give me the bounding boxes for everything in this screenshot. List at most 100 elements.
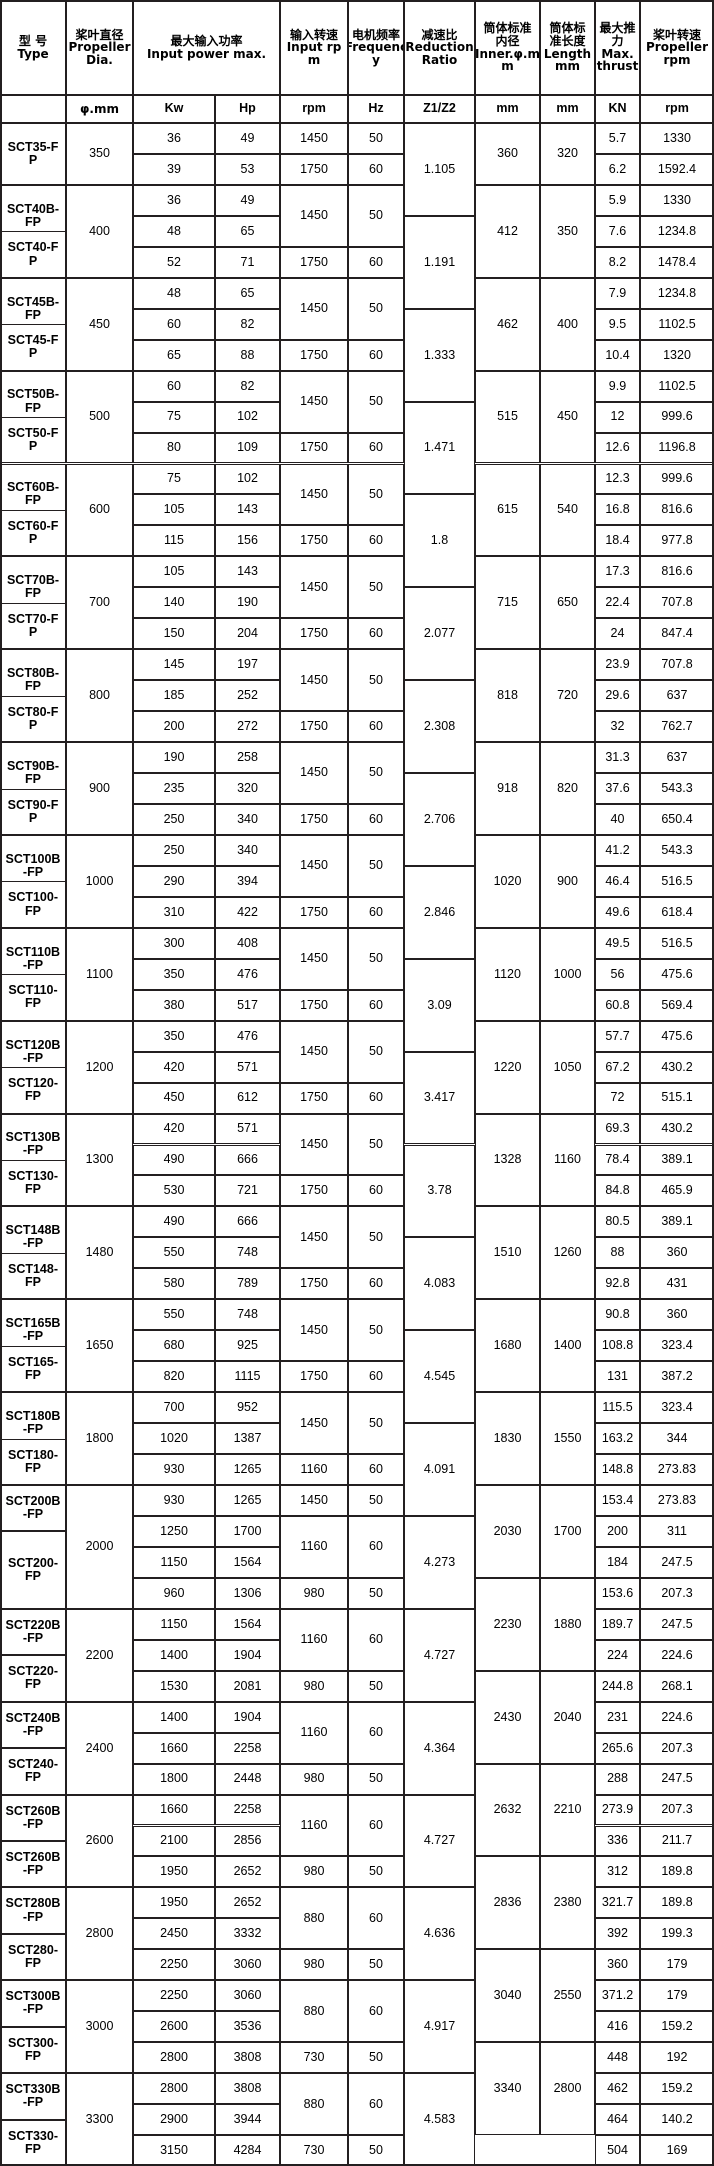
text-line: SCT100B — [5, 851, 61, 866]
model-type-cell: SCT300B -FP — [0, 1980, 66, 2027]
text-line: P — [28, 253, 38, 268]
inner-dia-cell: 1510 — [475, 1206, 540, 1300]
frequency-cell: 50 — [348, 370, 404, 433]
length-cell: 2040 — [540, 1670, 595, 1764]
frequency-cell: 50 — [348, 277, 404, 340]
reduction-ratio-cell: 4.727 — [404, 1794, 475, 1888]
input-rpm-cell: 1450 — [280, 649, 348, 712]
reduction-ratio-cell: 3.78 — [404, 1144, 475, 1238]
frequency-cell: 50 — [348, 1763, 404, 1795]
max-thrust-cell: 18.4 — [595, 525, 640, 557]
input-power-kw-cell: 1950 — [133, 1887, 215, 1919]
input-power-kw-cell: 530 — [133, 1175, 215, 1207]
propeller-dia-cell: 900 — [66, 742, 133, 835]
length-cell: 650 — [540, 556, 595, 650]
propeller-rpm-cell: 977.8 — [640, 525, 714, 557]
input-rpm-cell: 730 — [280, 2135, 348, 2166]
text-line: -FP — [22, 957, 44, 972]
input-rpm-cell: 1450 — [280, 463, 348, 526]
max-thrust-cell: 32 — [595, 711, 640, 743]
input-power-hp-cell: 109 — [215, 432, 280, 464]
max-thrust-cell: 23.9 — [595, 649, 640, 681]
text-line: SCT50B- — [6, 387, 60, 402]
input-power-hp-cell: 65 — [215, 215, 280, 247]
input-power-kw-cell: 2250 — [133, 1980, 215, 2012]
propeller-dia-cell: 1200 — [66, 1020, 133, 1114]
reduction-ratio-cell: 1.105 — [404, 123, 475, 216]
text-line: SCT330- — [7, 2128, 59, 2143]
model-type-cell: SCT148- FP — [0, 1252, 66, 1300]
propeller-rpm-cell: 430.2 — [640, 1113, 714, 1145]
text-line: SCT70-F — [7, 611, 59, 626]
input-power-hp-cell: 156 — [215, 525, 280, 557]
frequency-cell: 50 — [348, 556, 404, 619]
input-rpm-cell: 1160 — [280, 1608, 348, 1671]
input-power-kw-cell: 300 — [133, 927, 215, 959]
propeller-rpm-cell: 816.6 — [640, 556, 714, 588]
propeller-dia-cell: 450 — [66, 277, 133, 371]
input-power-hp-cell: 1564 — [215, 1546, 280, 1578]
text-line: SCT148B — [5, 1223, 61, 1238]
input-rpm-cell: 1450 — [280, 1113, 348, 1176]
text-line: FP — [25, 307, 41, 322]
text-line: SCT130- — [7, 1169, 59, 1184]
input-power-kw-cell: 1150 — [133, 1608, 215, 1640]
text-line: 减速比 — [421, 27, 458, 42]
inner-dia-cell: 2030 — [475, 1485, 540, 1578]
max-thrust-cell: 31.3 — [595, 742, 640, 774]
input-power-hp-cell: 82 — [215, 370, 280, 402]
header-frequency: 电机频率Frequency — [348, 0, 404, 95]
reduction-ratio-cell: 4.636 — [404, 1887, 475, 1981]
length-cell: 2550 — [540, 1949, 595, 2043]
text-line: P — [28, 439, 38, 454]
propeller-rpm-cell: 360 — [640, 1299, 714, 1331]
model-type-cell: SCT80-F P — [0, 695, 66, 743]
text-line: mm — [554, 59, 580, 74]
reduction-ratio-cell: 2.706 — [404, 773, 475, 866]
reduction-ratio-cell: 3.09 — [404, 958, 475, 1052]
length-cell: 820 — [540, 742, 595, 835]
input-power-kw-cell: 2600 — [133, 2011, 215, 2043]
propeller-rpm-cell: 207.3 — [640, 1577, 714, 1609]
model-type-cell: SCT240- FP — [0, 1748, 66, 1795]
text-line: Dia. — [86, 52, 113, 67]
frequency-cell: 50 — [348, 927, 404, 990]
unit-hp: Hp — [215, 95, 280, 123]
input-power-hp-cell: 2258 — [215, 1732, 280, 1764]
frequency-cell: 50 — [348, 463, 404, 526]
propeller-rpm-cell: 189.8 — [640, 1856, 714, 1888]
text-line: SCT40-F — [7, 240, 59, 255]
propeller-rpm-cell: 1234.8 — [640, 215, 714, 247]
propeller-rpm-cell: 475.6 — [640, 958, 714, 990]
input-power-kw-cell: 185 — [133, 680, 215, 712]
max-thrust-cell: 78.4 — [595, 1144, 640, 1176]
input-power-kw-cell: 930 — [133, 1485, 215, 1516]
propeller-dia-cell: 350 — [66, 123, 133, 185]
max-thrust-cell: 49.6 — [595, 896, 640, 928]
propeller-dia-cell: 1480 — [66, 1206, 133, 1300]
input-power-hp-cell: 143 — [215, 556, 280, 588]
frequency-cell: 50 — [348, 1392, 404, 1455]
frequency-cell: 60 — [348, 804, 404, 835]
reduction-ratio-cell: 4.917 — [404, 1980, 475, 2074]
model-type-cell: SCT240B -FP — [0, 1701, 66, 1749]
model-type-cell: SCT200B -FP — [0, 1485, 66, 1532]
input-power-kw-cell: 420 — [133, 1113, 215, 1145]
max-thrust-cell: 12 — [595, 401, 640, 433]
length-cell: 1160 — [540, 1113, 595, 1207]
propeller-rpm-cell: 465.9 — [640, 1175, 714, 1207]
text-line: Input rp — [286, 40, 342, 55]
input-power-kw-cell: 105 — [133, 494, 215, 526]
unit-length-mm: mm — [540, 95, 595, 123]
propeller-rpm-cell: 192 — [640, 2042, 714, 2074]
max-thrust-cell: 265.6 — [595, 1732, 640, 1764]
length-cell: 320 — [540, 123, 595, 185]
text-line: -FP — [22, 1422, 44, 1437]
input-power-hp-cell: 102 — [215, 463, 280, 495]
input-power-kw-cell: 580 — [133, 1268, 215, 1300]
max-thrust-cell: 371.2 — [595, 1980, 640, 2012]
header-length: 筒体标 准长度 Length mm — [540, 0, 595, 95]
input-power-kw-cell: 1660 — [133, 1794, 215, 1826]
input-rpm-cell: 1750 — [280, 339, 348, 371]
